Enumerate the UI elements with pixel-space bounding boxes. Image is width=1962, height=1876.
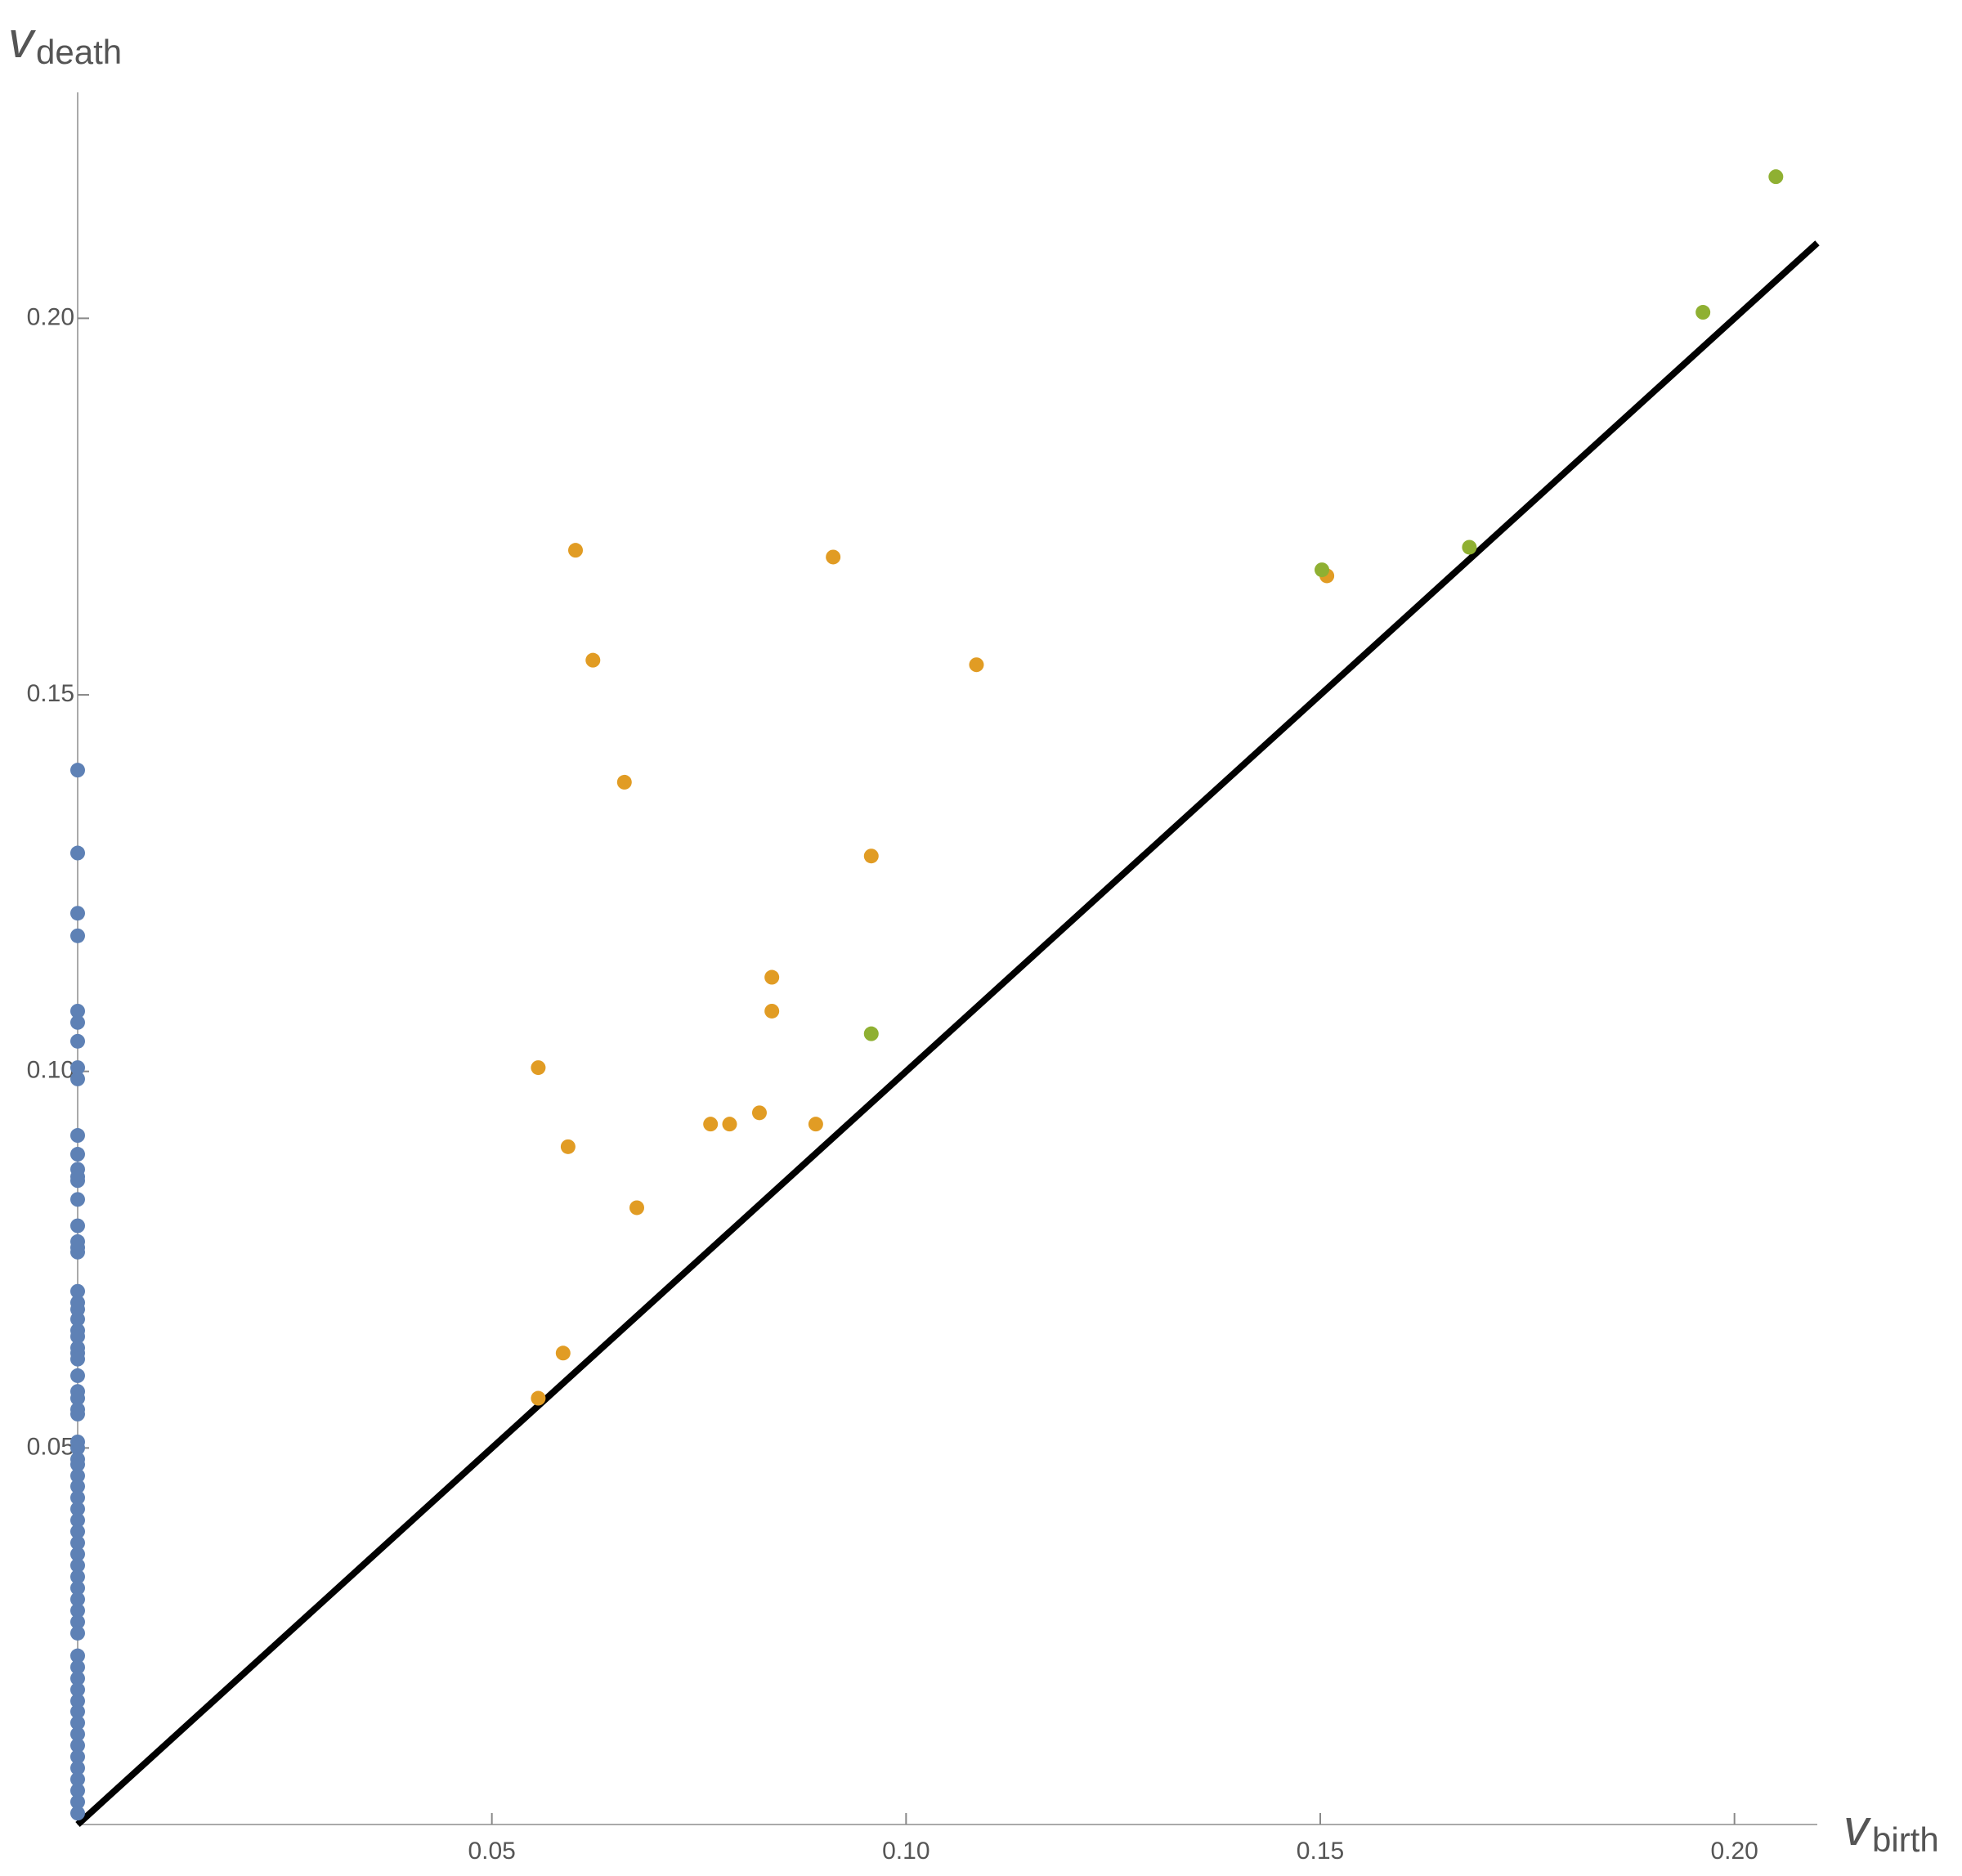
point [1695, 305, 1711, 320]
point [629, 1200, 644, 1216]
point [70, 1693, 85, 1708]
point [70, 1490, 85, 1506]
point [70, 1501, 85, 1516]
point [764, 1003, 780, 1019]
point [703, 1117, 719, 1132]
point [70, 1192, 85, 1207]
point [1462, 540, 1477, 555]
x-tick-label: 0.15 [1297, 1838, 1344, 1865]
y-tick-label: 0.20 [27, 303, 74, 330]
point [70, 845, 85, 861]
point [70, 1715, 85, 1730]
y-label-subscript: death [36, 33, 122, 71]
point [863, 848, 879, 864]
point [70, 1328, 85, 1344]
x-tick-label: 0.20 [1710, 1838, 1758, 1865]
point [1315, 562, 1330, 578]
point [1768, 169, 1784, 185]
point [70, 1440, 85, 1456]
point [70, 1625, 85, 1641]
point [70, 763, 85, 778]
point [531, 1390, 546, 1406]
x-tick-label: 0.05 [468, 1838, 515, 1865]
point [70, 1060, 85, 1076]
point [70, 1726, 85, 1742]
y-label-symbol: v [8, 12, 36, 69]
point [555, 1345, 571, 1361]
reference-line [75, 240, 1820, 1827]
point [70, 1351, 85, 1367]
point [70, 1738, 85, 1753]
point [70, 1014, 85, 1030]
point [70, 1682, 85, 1698]
point [70, 1479, 85, 1494]
point [70, 1760, 85, 1775]
point [616, 774, 632, 790]
y-tick-label: 0.05 [27, 1433, 74, 1460]
point [751, 1105, 767, 1121]
point [764, 969, 780, 985]
point [70, 1071, 85, 1086]
x-label-symbol: v [1843, 1800, 1871, 1856]
point [70, 1558, 85, 1574]
point [70, 1368, 85, 1383]
point [70, 1603, 85, 1619]
point [70, 1406, 85, 1422]
point [70, 1569, 85, 1584]
point [70, 1749, 85, 1765]
point [585, 652, 601, 668]
point [70, 1547, 85, 1562]
point [70, 1003, 85, 1019]
point [70, 1147, 85, 1162]
point [531, 1060, 546, 1076]
point [70, 1457, 85, 1472]
point [70, 1659, 85, 1675]
point [70, 1580, 85, 1596]
point [70, 1771, 85, 1787]
point [70, 1173, 85, 1189]
point [70, 1033, 85, 1049]
point [70, 928, 85, 943]
x-tick-label: 0.10 [882, 1838, 929, 1865]
point [70, 1244, 85, 1260]
point [863, 1026, 879, 1041]
point [70, 1704, 85, 1719]
point [70, 1592, 85, 1607]
point [722, 1117, 737, 1132]
point [70, 1390, 85, 1406]
point [70, 1524, 85, 1539]
point [70, 906, 85, 921]
y-tick-label: 0.10 [27, 1057, 74, 1084]
point [70, 1218, 85, 1234]
point [808, 1117, 823, 1132]
point [70, 1783, 85, 1798]
point [826, 549, 841, 565]
point [568, 543, 584, 558]
point [560, 1139, 576, 1154]
x-label-subscript: birth [1872, 1820, 1939, 1859]
point [70, 1648, 85, 1663]
point [70, 1794, 85, 1810]
point [70, 1806, 85, 1821]
point [969, 657, 984, 673]
point [70, 1283, 85, 1299]
point [70, 1468, 85, 1484]
point [70, 1535, 85, 1551]
point [70, 1128, 85, 1144]
point [70, 1512, 85, 1528]
point [70, 1671, 85, 1686]
point [70, 1311, 85, 1327]
y-tick-label: 0.15 [27, 680, 74, 707]
point [70, 1614, 85, 1630]
